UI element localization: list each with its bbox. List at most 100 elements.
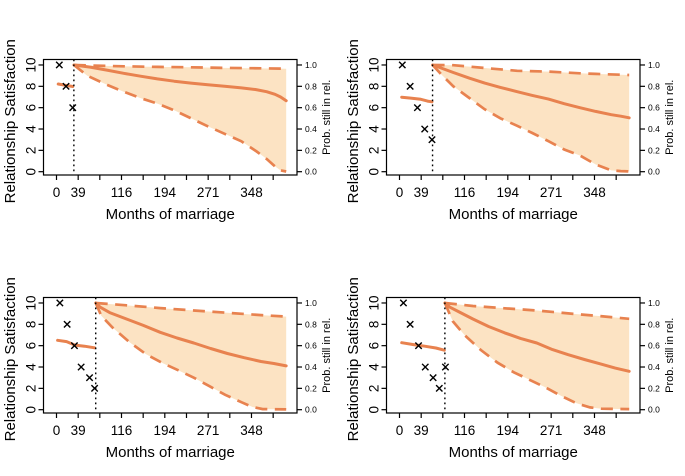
y-left-tick-label: 4 bbox=[24, 363, 39, 371]
x-marker-stroke bbox=[414, 341, 423, 350]
x-marker-stroke bbox=[441, 363, 450, 371]
x-marker-stroke bbox=[63, 320, 71, 329]
prob-still-in-rel-solid-line bbox=[94, 301, 288, 368]
x-tick-label: 116 bbox=[454, 185, 476, 200]
x-tick-label: 116 bbox=[111, 423, 133, 438]
y-right-tick-label: 0.6 bbox=[305, 341, 317, 351]
x-tick-label: 0 bbox=[396, 423, 404, 438]
x-marker bbox=[414, 341, 423, 350]
lower-confidence-dashed-line bbox=[73, 63, 287, 173]
y-left-tick-label: 4 bbox=[367, 363, 382, 371]
x-tick-label: 271 bbox=[197, 423, 220, 438]
y-left-tick-label: 0 bbox=[367, 406, 382, 414]
x-marker-stroke bbox=[429, 373, 437, 382]
y-right-tick-label: 0.0 bbox=[648, 167, 660, 177]
y-left-tick-label: 6 bbox=[24, 342, 39, 350]
y-left-tick-label: 6 bbox=[367, 342, 382, 350]
confidence-band-fill bbox=[95, 303, 287, 410]
x-tick-label: 348 bbox=[240, 185, 263, 200]
y-right-tick-label: 0.0 bbox=[305, 167, 317, 177]
y-left-tick-label: 2 bbox=[24, 385, 39, 393]
x-marker-stroke bbox=[77, 363, 85, 371]
prob-still-in-rel-solid-line bbox=[443, 301, 631, 373]
x-marker-stroke bbox=[435, 384, 443, 393]
y-right-tick-label: 1.0 bbox=[305, 60, 317, 70]
x-tick-label: 194 bbox=[154, 185, 177, 200]
y-right-tick-label: 0.8 bbox=[305, 319, 317, 329]
y-right-axis-title: Prob. still in rel. bbox=[321, 318, 333, 393]
x-tick-label: 194 bbox=[497, 423, 520, 438]
x-tick-label: 39 bbox=[71, 423, 86, 438]
y-left-tick-label: 2 bbox=[367, 147, 382, 155]
plot-box bbox=[42, 296, 298, 414]
y-left-tick-label: 10 bbox=[24, 57, 39, 72]
x-tick-label: 348 bbox=[240, 423, 263, 438]
x-tick-label: 0 bbox=[53, 185, 61, 200]
y-right-tick-label: 0.8 bbox=[648, 319, 660, 329]
y-left-tick-label: 10 bbox=[367, 57, 382, 72]
y-left-tick-label: 6 bbox=[24, 104, 39, 112]
x-tick-label: 39 bbox=[414, 423, 429, 438]
x-marker bbox=[398, 61, 406, 69]
y-left-tick-label: 0 bbox=[24, 406, 39, 414]
x-axis-title: Months of marriage bbox=[449, 444, 578, 461]
y-right-axis-title: Prob. still in rel. bbox=[321, 80, 333, 155]
y-right-tick-label: 1.0 bbox=[648, 60, 660, 70]
x-tick-label: 194 bbox=[497, 185, 520, 200]
x-marker-stroke bbox=[62, 82, 70, 91]
y-left-tick-label: 8 bbox=[24, 83, 39, 91]
x-marker bbox=[399, 299, 408, 307]
x-marker bbox=[70, 341, 79, 350]
confidence-band-fill bbox=[432, 65, 630, 172]
plot-panel-bottom-right: 0 39 116 194 271 348 0 2 4 6 8 10 0.0 0.2 0.4 0.6 0.8 1.0… bbox=[345, 277, 676, 461]
y-right-tick-label: 0.4 bbox=[648, 362, 660, 372]
y-right-tick-label: 1.0 bbox=[648, 298, 660, 308]
x-marker bbox=[63, 320, 71, 329]
lower-confidence-dashed-line bbox=[431, 64, 630, 173]
x-marker bbox=[406, 320, 414, 329]
x-marker-stroke bbox=[421, 125, 429, 133]
x-tick-label: 194 bbox=[154, 423, 177, 438]
x-marker bbox=[56, 299, 64, 307]
x-marker-stroke bbox=[413, 103, 422, 112]
x-marker bbox=[62, 82, 70, 91]
prob-still-in-rel-solid-line bbox=[431, 63, 631, 120]
x-tick-label: 39 bbox=[71, 185, 86, 200]
upper-confidence-dashed-line bbox=[444, 301, 630, 321]
y-right-tick-label: 0.2 bbox=[648, 145, 660, 155]
y-left-tick-label: 10 bbox=[24, 295, 39, 310]
y-left-tick-label: 4 bbox=[367, 125, 382, 133]
x-marker-stroke bbox=[406, 320, 414, 329]
x-tick-label: 271 bbox=[540, 185, 563, 200]
y-right-tick-label: 0.4 bbox=[305, 124, 317, 134]
x-marker-stroke bbox=[56, 299, 64, 307]
y-left-tick-label: 8 bbox=[367, 321, 382, 329]
satisfaction-segment-line bbox=[400, 95, 434, 104]
y-left-axis-title: Relationship Satisfaction bbox=[2, 39, 19, 203]
upper-confidence-dashed-line bbox=[95, 301, 287, 318]
x-marker bbox=[429, 373, 437, 382]
y-right-tick-label: 0.4 bbox=[648, 124, 660, 134]
y-right-tick-label: 1.0 bbox=[305, 298, 317, 308]
x-tick-label: 348 bbox=[583, 185, 606, 200]
y-left-axis-title: Relationship Satisfaction bbox=[2, 277, 19, 441]
y-left-tick-label: 2 bbox=[24, 147, 39, 155]
x-marker-stroke bbox=[406, 82, 414, 91]
x-tick-label: 39 bbox=[414, 185, 429, 200]
x-marker bbox=[55, 61, 63, 69]
x-marker-stroke bbox=[70, 341, 79, 350]
x-tick-label: 271 bbox=[197, 185, 220, 200]
y-left-tick-label: 0 bbox=[367, 168, 382, 176]
x-marker bbox=[85, 373, 94, 382]
y-left-tick-label: 4 bbox=[24, 125, 39, 133]
x-marker-stroke bbox=[421, 363, 429, 371]
satisfaction-segment-line bbox=[400, 341, 446, 352]
x-axis-title: Months of marriage bbox=[106, 444, 235, 461]
y-right-tick-label: 0.2 bbox=[648, 383, 660, 393]
y-right-tick-label: 0.0 bbox=[305, 405, 317, 415]
x-tick-label: 116 bbox=[111, 185, 133, 200]
confidence-band-fill bbox=[444, 303, 630, 410]
y-left-tick-label: 0 bbox=[24, 168, 39, 176]
x-tick-label: 0 bbox=[53, 423, 61, 438]
